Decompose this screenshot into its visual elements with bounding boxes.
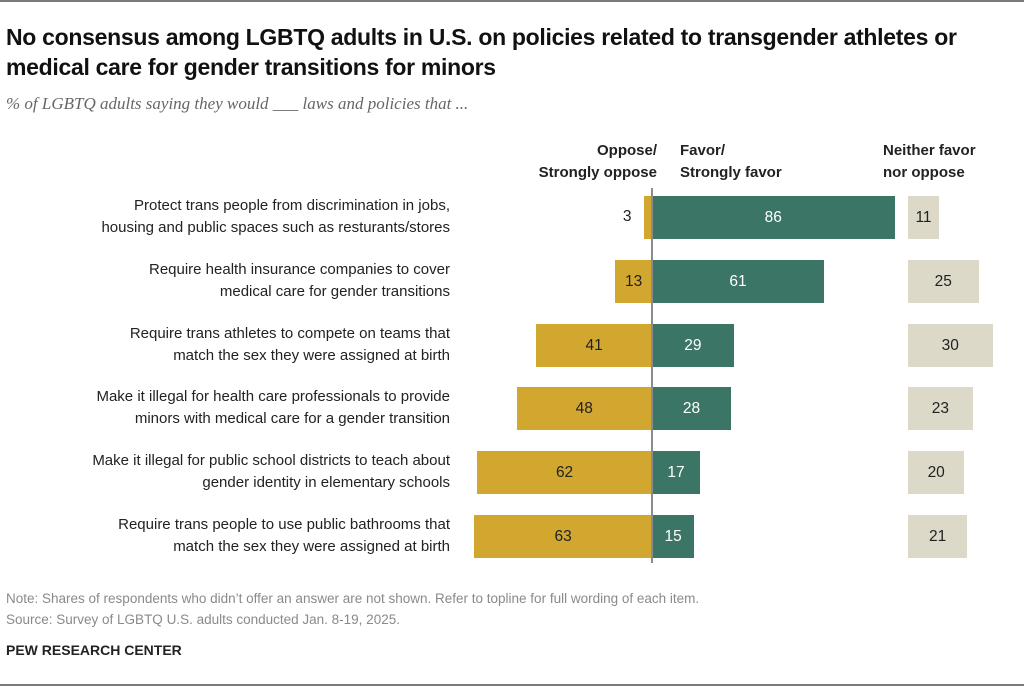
bar-favor: 29 — [652, 324, 734, 367]
bar-label-neither: 30 — [941, 336, 959, 354]
bar-favor: 61 — [652, 260, 825, 303]
category-label-line: Protect trans people from discrimination… — [134, 197, 450, 214]
zero-axis-line — [651, 188, 653, 563]
column-header-oppose: Oppose/ Strongly oppose — [539, 140, 657, 184]
bar-label-oppose: 13 — [625, 272, 643, 290]
brand-logo-text: PEW RESEARCH CENTER — [6, 642, 182, 658]
bar-favor: 15 — [652, 515, 695, 558]
category-label-line: match the sex they were assigned at birt… — [173, 347, 450, 364]
category-label: Require trans athletes to compete on tea… — [0, 323, 450, 367]
category-label-line: Require trans athletes to compete on tea… — [129, 325, 450, 342]
column-header-oppose-line1: Oppose/ — [596, 142, 657, 159]
note-text: Note: Shares of respondents who didn’t o… — [6, 591, 700, 606]
bar-label-neither: 25 — [934, 272, 952, 290]
category-label-line: Make it illegal for public school distri… — [92, 452, 450, 469]
bar-label-favor: 17 — [667, 463, 685, 481]
bar-neither: 25 — [908, 260, 979, 303]
bar-neither: 23 — [908, 387, 973, 430]
bar-label-favor: 86 — [764, 208, 782, 226]
category-label-line: gender identity in elementary schools — [202, 474, 450, 491]
category-label-line: minors with medical care for a gender tr… — [134, 410, 450, 427]
bar-neither: 30 — [908, 324, 993, 367]
category-label-line: Require health insurance companies to co… — [148, 261, 450, 278]
bar-label-neither: 11 — [915, 208, 932, 226]
chart-subtitle: % of LGBTQ adults saying they would ___ … — [6, 94, 469, 113]
category-label-line: housing and public spaces such as restur… — [101, 219, 450, 236]
column-header-favor-line2: Strongly favor — [680, 164, 782, 181]
category-label: Require trans people to use public bathr… — [0, 514, 450, 558]
category-label: Require health insurance companies to co… — [0, 259, 450, 303]
bar-favor: 86 — [652, 196, 895, 239]
bar-oppose — [643, 196, 652, 239]
bar-neither: 11 — [908, 196, 940, 239]
chart-title: No consensus among LGBTQ adults in U.S. … — [6, 24, 957, 80]
bar-label-neither: 23 — [931, 399, 950, 417]
bar-oppose: 48 — [516, 387, 652, 430]
category-label-line: Require trans people to use public bathr… — [118, 516, 450, 533]
bar-favor: 17 — [652, 451, 700, 494]
bar-label-favor: 29 — [684, 336, 702, 354]
column-header-oppose-line2: Strongly oppose — [538, 164, 657, 181]
bar-favor: 28 — [652, 387, 731, 430]
bar-label-favor: 15 — [664, 527, 682, 545]
bar-label-oppose: 3 — [622, 208, 632, 225]
bar-label-neither: 21 — [928, 527, 947, 545]
bar-label-neither: 20 — [927, 463, 945, 481]
bar-label-favor: 61 — [729, 272, 747, 290]
category-label: Protect trans people from discrimination… — [0, 195, 450, 239]
column-header-neither-line1: Neither favor — [883, 142, 976, 159]
bar-oppose: 63 — [474, 515, 652, 558]
bar-label-oppose: 41 — [585, 336, 603, 354]
bottom-rule — [0, 684, 1024, 686]
category-label-line: Make it illegal for health care professi… — [96, 388, 450, 405]
column-header-neither: Neither favor nor oppose — [883, 140, 976, 184]
category-label-line: medical care for gender transitions — [219, 283, 450, 300]
bar-label-oppose: 63 — [554, 527, 572, 545]
source-text: Source: Survey of LGBTQ U.S. adults cond… — [6, 612, 400, 627]
top-rule — [0, 0, 1024, 2]
bar-oppose: 13 — [615, 260, 652, 303]
column-header-favor-line1: Favor/ — [680, 142, 726, 159]
bar-label-oppose: 62 — [555, 463, 574, 481]
bar-neither: 21 — [908, 515, 968, 558]
column-header-favor: Favor/ Strongly favor — [680, 140, 782, 184]
bar-oppose: 41 — [536, 324, 652, 367]
category-label-line: match the sex they were assigned at birt… — [173, 538, 450, 555]
category-label: Make it illegal for health care professi… — [0, 386, 450, 430]
bar-neither: 20 — [908, 451, 965, 494]
bar-oppose: 62 — [477, 451, 652, 494]
column-header-neither-line2: nor oppose — [883, 164, 965, 181]
bar-label-oppose: 48 — [575, 399, 593, 417]
category-label: Make it illegal for public school distri… — [0, 450, 450, 494]
bar-label-favor: 28 — [682, 399, 701, 417]
